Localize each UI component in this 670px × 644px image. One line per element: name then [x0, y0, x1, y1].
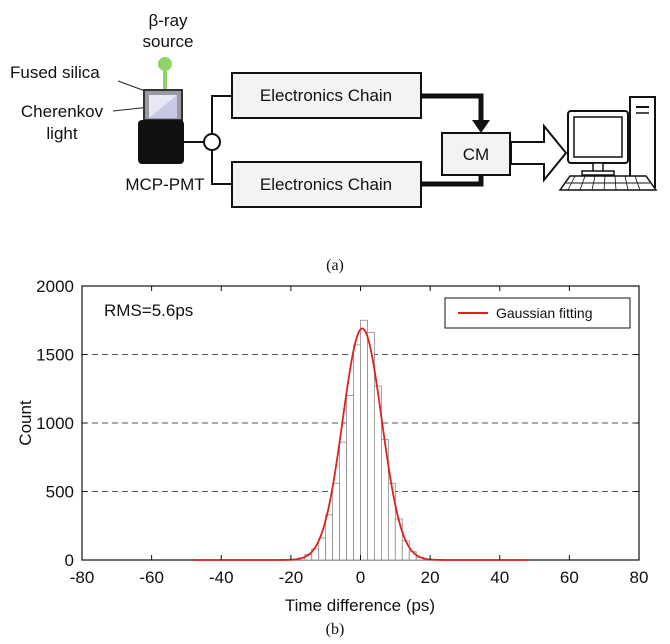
splitter-top-wire	[212, 96, 232, 134]
x-tick-label: 80	[630, 568, 649, 587]
cm-label: CM	[463, 145, 489, 164]
histogram-bar	[354, 345, 361, 560]
x-tick-label: -80	[70, 568, 95, 587]
legend-label: Gaussian fitting	[496, 305, 593, 321]
x-tick-label: -40	[209, 568, 234, 587]
x-tick-label: -60	[139, 568, 164, 587]
histogram-bar	[361, 320, 368, 560]
mcp-pmt-label: MCP-PMT	[125, 175, 204, 194]
histogram-bar	[402, 541, 409, 560]
computer-icon	[560, 97, 656, 190]
splitter-bottom-wire	[212, 150, 232, 184]
histogram-bar	[319, 538, 326, 560]
histogram-chart: -80 -60 -40 -20 0 20 40 60 80 0 500 1000 1500 2000 R…	[16, 277, 648, 638]
y-tick-label: 1500	[36, 346, 74, 365]
histogram-bar	[333, 483, 340, 560]
y-tick-label: 1000	[36, 414, 74, 433]
caption-a: (a)	[326, 257, 344, 274]
beta-source-label-1: β-ray	[148, 11, 188, 30]
histogram-bar	[347, 396, 354, 560]
cherenkov-label-2: light	[46, 124, 77, 143]
fused-silica-icon	[144, 90, 182, 120]
histogram-bar	[326, 515, 333, 560]
splitter-icon	[204, 134, 220, 150]
x-tick-label: 40	[490, 568, 509, 587]
electronics-chain-top: Electronics Chain	[232, 73, 421, 118]
x-tick-label: 20	[421, 568, 440, 587]
y-axis-label: Count	[16, 400, 35, 446]
x-tick-label: 60	[560, 568, 579, 587]
histogram-bar	[340, 442, 347, 560]
electronics-chain-bottom-label: Electronics Chain	[260, 175, 392, 194]
histogram-bar	[395, 519, 402, 560]
y-tick-label: 0	[65, 551, 74, 570]
arrow-top-to-cm	[421, 96, 481, 122]
x-axis-label: Time difference (ps)	[285, 596, 435, 615]
electronics-chain-bottom: Electronics Chain	[232, 162, 421, 207]
y-tick-label: 2000	[36, 277, 74, 296]
x-tick-label: 0	[356, 568, 365, 587]
rms-annotation: RMS=5.6ps	[104, 301, 193, 320]
legend: Gaussian fitting	[445, 298, 630, 328]
fused-silica-label: Fused silica	[10, 63, 100, 82]
histogram-bar	[388, 483, 395, 560]
electronics-chain-top-label: Electronics Chain	[260, 86, 392, 105]
x-tick-label: -20	[279, 568, 304, 587]
mcp-pmt-icon	[138, 120, 184, 164]
cherenkov-label-1: Cherenkov	[21, 102, 104, 121]
beta-source-label-2: source	[142, 32, 193, 51]
setup-diagram: β-ray source Fused silica Cherenkov ligh…	[10, 11, 656, 274]
caption-b: (b)	[326, 621, 345, 638]
y-tick-label: 500	[46, 483, 74, 502]
arrow-icon	[511, 126, 566, 180]
